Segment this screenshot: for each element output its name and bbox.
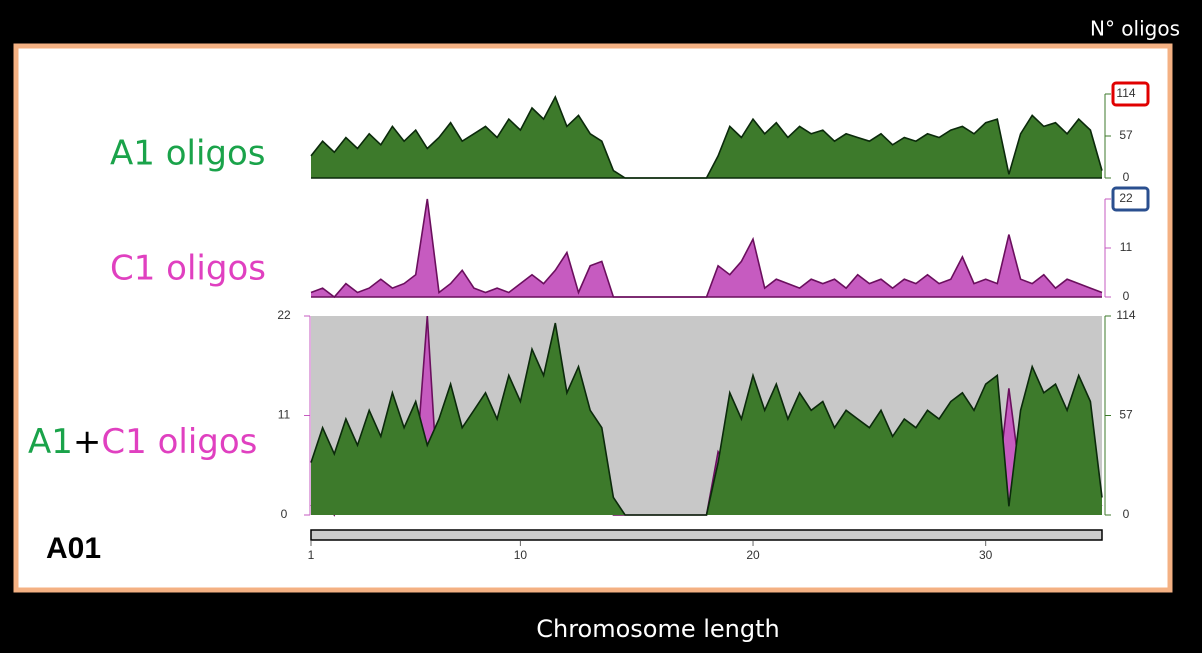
y-tick-label: 22 — [1119, 191, 1133, 205]
chromosome-label: A01 — [46, 532, 101, 565]
y-tick-label: 0 — [281, 507, 288, 521]
x-tick-label: 1 — [308, 548, 315, 562]
highlight-box — [1111, 81, 1150, 107]
area-fill — [311, 323, 1102, 515]
y-tick-label: 11 — [278, 408, 291, 422]
n-oligos-label: N° oligos — [1090, 17, 1180, 41]
area-line — [310, 322, 1103, 516]
y-tick-label: 57 — [1119, 128, 1133, 142]
chromosome-bar — [310, 529, 1103, 541]
x-tick-label: 30 — [979, 548, 993, 562]
title-part: + — [73, 422, 102, 462]
title-part: C1 oligos — [101, 422, 257, 462]
x-tick-label: 20 — [746, 548, 760, 562]
y-tick-label: 0 — [1123, 289, 1130, 303]
track-title: A1+C1 oligos — [28, 422, 257, 462]
x-tick-label: 10 — [514, 548, 528, 562]
y-tick-label: 22 — [277, 308, 291, 322]
y-tick-label: 0 — [1123, 170, 1130, 184]
y-tick-label: 57 — [1119, 408, 1133, 422]
x-axis-label: Chromosome length — [536, 615, 780, 643]
highlight-box — [1111, 186, 1150, 212]
track-title: A1 oligos — [110, 134, 266, 174]
y-tick-label: 114 — [1116, 86, 1135, 100]
y-tick-label: 11 — [1120, 240, 1133, 254]
area-fill — [311, 96, 1102, 178]
y-tick-label: 0 — [1123, 507, 1130, 521]
title-part: A1 — [28, 422, 73, 462]
y-tick-label: 114 — [1116, 308, 1135, 322]
track-title: C1 oligos — [110, 249, 266, 289]
